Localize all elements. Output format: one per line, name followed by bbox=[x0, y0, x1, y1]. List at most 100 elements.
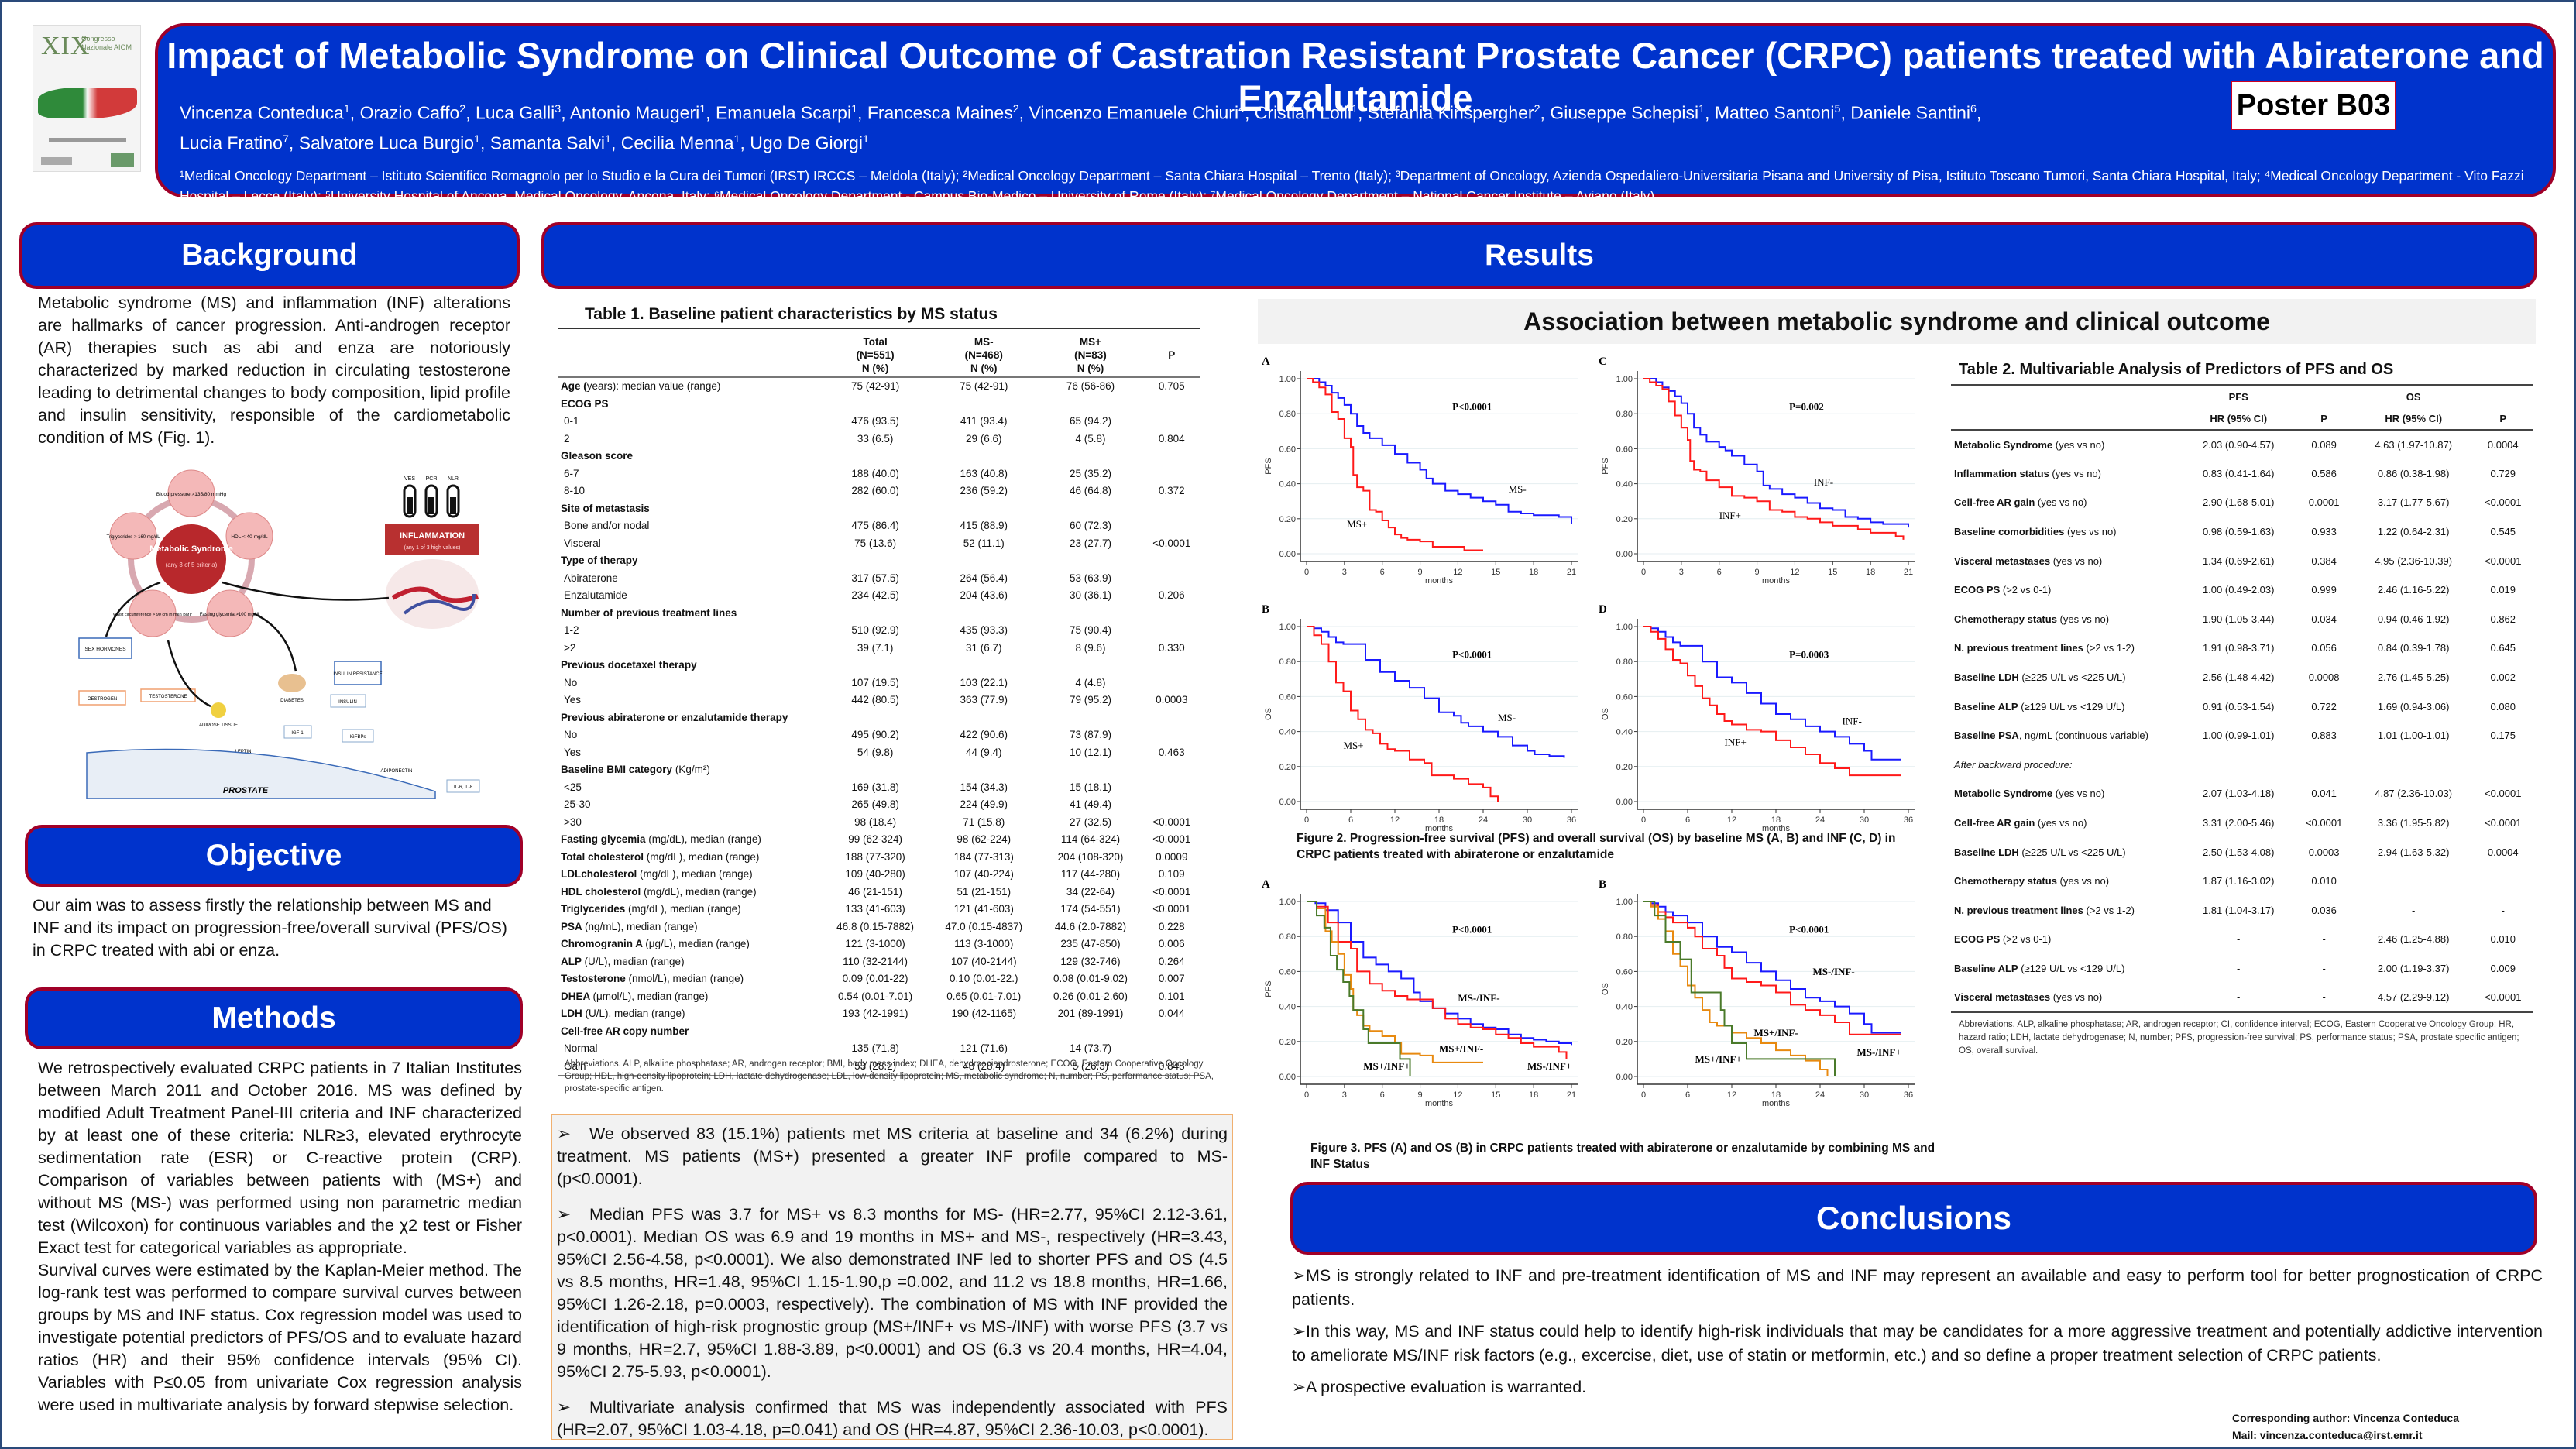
il-box bbox=[446, 779, 480, 793]
cell-value: 0.0008 bbox=[2308, 671, 2340, 684]
table-1-row: 1-2 510 (92.9) 435 (93.3) 75 (90.4) bbox=[558, 622, 1200, 640]
author-name: Vincenza Conteduca bbox=[180, 102, 344, 123]
cell-value: 114 (64-324) bbox=[1060, 833, 1121, 845]
cell-value: <0.0001 bbox=[1152, 833, 1191, 845]
cell-value bbox=[1143, 709, 1200, 727]
cell-value: 1.90 (1.05-3.44) bbox=[2202, 613, 2275, 625]
cell-value: 188 (77-320) bbox=[845, 850, 905, 863]
author-affiliation-index: 1 bbox=[474, 132, 480, 146]
cell-value bbox=[821, 657, 929, 675]
cell-value: 174 (54-551) bbox=[1060, 903, 1121, 915]
svg-text:TESTOSTERONE: TESTOSTERONE bbox=[149, 695, 187, 699]
author-affiliation-index: 3 bbox=[555, 103, 562, 115]
cell-value: 0.999 bbox=[2311, 584, 2337, 596]
table-2-header-row: HR (95% CI) P HR (95% CI) P bbox=[1951, 407, 2533, 431]
y-tick-label: 0.20 bbox=[1279, 763, 1296, 772]
row-label: LDH (U/L), median (range) bbox=[561, 1008, 685, 1019]
y-tick-label: 0.60 bbox=[1616, 967, 1633, 977]
y-tick-label: 0.20 bbox=[1279, 1038, 1296, 1047]
cell-value bbox=[2354, 750, 2473, 780]
cell-value: 0.002 bbox=[2490, 671, 2516, 684]
cell-value bbox=[1143, 517, 1200, 535]
inflammation-label: INFLAMMATION bbox=[400, 531, 465, 541]
conclusion-item: ➢A prospective evaluation is warranted. bbox=[1292, 1378, 1587, 1396]
y-tick-label: 0.80 bbox=[1279, 410, 1296, 419]
cell-value: 2.56 (1.48-4.42) bbox=[2202, 671, 2275, 684]
cell-value bbox=[1143, 605, 1200, 623]
cell-value: 224 (49.9) bbox=[960, 798, 1008, 810]
table-2: PFS OS HR (95% CI) P HR (95% CI) P Metab… bbox=[1951, 384, 2533, 1013]
methods-banner: Methods bbox=[25, 987, 523, 1049]
cell-value: 135 (71.8) bbox=[851, 1042, 899, 1054]
author-name: Lucia Fratino bbox=[180, 132, 283, 153]
km-chart-fig2b: B 0.00 0.20 0.40 0.60 0.80 1.00 0 6 12 18 24 30 36 mon… bbox=[1260, 602, 1593, 842]
cell-value: 110 (32-2144) bbox=[843, 955, 908, 967]
cell-value: 44.6 (2.0-7882) bbox=[1054, 920, 1127, 932]
cell-value: - bbox=[2412, 904, 2416, 916]
table-1-title: Table 1. Baseline patient characteristic… bbox=[585, 305, 998, 323]
table-1-row: Yes 442 (80.5) 363 (77.9) 79 (95.2) 0.0003 bbox=[558, 692, 1200, 709]
table-1-row: Total cholesterol (mg/dL), median (range… bbox=[558, 849, 1200, 867]
cell-value: 0.883 bbox=[2311, 730, 2337, 742]
cell-value: 1.81 (1.04-3.17) bbox=[2202, 904, 2275, 916]
cell-value bbox=[929, 657, 1038, 675]
author-name: Samanta Salvi bbox=[489, 132, 606, 153]
x-tick-label: 0 bbox=[1641, 815, 1646, 825]
cell-value bbox=[1038, 605, 1142, 623]
row-label: No bbox=[564, 676, 578, 688]
table-1-row: No 107 (19.5) 103 (22.1) 4 (4.8) bbox=[558, 675, 1200, 692]
table-1-row: 8-10 282 (60.0) 236 (59.2) 46 (64.8) 0.372 bbox=[558, 482, 1200, 500]
y-tick-label: 0.40 bbox=[1279, 1003, 1296, 1012]
table-1-row: DHEA (μmol/L), median (range) 0.54 (0.01-… bbox=[558, 988, 1200, 1006]
t1-col-ms-neg: MS- (N=468) N (%) bbox=[929, 328, 1039, 376]
cell-value: - bbox=[2237, 933, 2241, 946]
row-label: Cell-free AR gain (yes vs no) bbox=[1954, 817, 2087, 829]
cell-value: 0.463 bbox=[1158, 746, 1185, 758]
km-plot-fig3B: B 0.00 0.20 0.40 0.60 0.80 1.00 0 6 12 18 24 30 36 mon… bbox=[1599, 878, 1915, 1108]
x-tick-label: 6 bbox=[1717, 568, 1722, 577]
panel-letter: B bbox=[1262, 603, 1269, 616]
cell-value: 0.729 bbox=[2490, 467, 2516, 479]
author-name: Matteo Santoni bbox=[1714, 102, 1835, 123]
x-tick-label: 3 bbox=[1342, 568, 1347, 577]
y-axis-label: OS bbox=[1601, 708, 1610, 720]
tube-label-nlr: NLR bbox=[448, 476, 459, 482]
cell-value bbox=[929, 396, 1038, 414]
cell-value: 0.933 bbox=[2311, 526, 2337, 538]
cell-value: - bbox=[2237, 962, 2241, 974]
row-label: N. previous treatment lines (>2 vs 1-2) bbox=[1954, 642, 2135, 654]
y-tick-label: 0.00 bbox=[1279, 550, 1296, 559]
prostate-label: PROSTATE bbox=[223, 786, 269, 795]
cell-value: 235 (47-850) bbox=[1060, 938, 1121, 949]
cell-value: 54 (9.8) bbox=[857, 746, 894, 758]
svg-text:IGFBPs: IGFBPs bbox=[349, 735, 366, 740]
row-label: Testosterone (nmol/L), median (range) bbox=[561, 973, 744, 984]
poster-header: Impact of Metabolic Syndrome on Clinical… bbox=[155, 23, 2556, 204]
affiliations: ¹Medical Oncology Department – Istituto … bbox=[180, 168, 2524, 204]
x-tick-label: 9 bbox=[1418, 568, 1423, 577]
logo-subtitle: Congresso Nazionale AIOM bbox=[81, 35, 132, 51]
bp-label: Blood pressure >135/80 mmHg bbox=[156, 492, 227, 497]
adipose-icon bbox=[211, 702, 226, 718]
cell-value: 0.10 (0.01-22.) bbox=[949, 973, 1018, 984]
cell-value: 0.0001 bbox=[2308, 496, 2340, 509]
figure-1-diagram: Metabolic Syndrome (any 3 of 5 criteria)… bbox=[33, 458, 497, 800]
corresponding-author-name: Corresponding author: Vincenza Conteduca bbox=[2232, 1412, 2459, 1424]
cell-value: 1.34 (0.69-2.61) bbox=[2202, 555, 2275, 567]
x-tick-label: 36 bbox=[1904, 815, 1913, 825]
row-label: Inflammation status (yes vs no) bbox=[1954, 467, 2101, 479]
x-tick-label: 15 bbox=[1491, 1090, 1500, 1100]
bullet-arrow-icon: ➢ bbox=[1292, 1378, 1307, 1396]
p-value-label: P<0.0001 bbox=[1452, 649, 1492, 661]
ms-center-node bbox=[156, 524, 226, 594]
cell-value: 188 (40.0) bbox=[851, 467, 899, 479]
survival-curve-ms bbox=[1307, 378, 1483, 551]
cell-value: 73 (87.9) bbox=[1069, 729, 1111, 740]
cell-value: 0.010 bbox=[2311, 875, 2337, 888]
x-tick-label: 18 bbox=[1771, 815, 1781, 825]
cell-value: 10 (12.1) bbox=[1069, 746, 1111, 758]
corresponding-author-email[interactable]: Mail: vincenza.conteduca@irst.emr.it bbox=[2232, 1429, 2423, 1441]
x-tick-label: 21 bbox=[1567, 1090, 1576, 1100]
row-label: Baseline comorbidities (yes vs no) bbox=[1954, 526, 2117, 538]
